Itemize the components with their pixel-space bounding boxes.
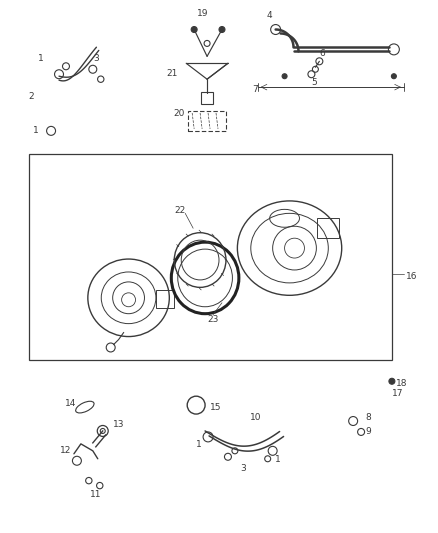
Bar bbox=[29, 154, 392, 360]
Circle shape bbox=[389, 378, 395, 384]
Text: 4: 4 bbox=[267, 11, 272, 20]
Text: 23: 23 bbox=[207, 315, 219, 324]
Text: 1: 1 bbox=[196, 440, 202, 449]
Bar bbox=[188, 111, 226, 131]
Text: 5: 5 bbox=[311, 78, 317, 87]
Text: 16: 16 bbox=[406, 272, 417, 281]
Text: 3: 3 bbox=[240, 464, 246, 473]
Circle shape bbox=[282, 74, 287, 79]
Circle shape bbox=[392, 74, 396, 79]
Text: 10: 10 bbox=[250, 413, 261, 422]
Text: 22: 22 bbox=[174, 206, 186, 215]
Text: 11: 11 bbox=[90, 490, 101, 499]
Bar bbox=[201, 92, 213, 104]
Text: 2: 2 bbox=[28, 92, 34, 101]
Text: 15: 15 bbox=[210, 402, 222, 411]
Text: 9: 9 bbox=[365, 427, 371, 437]
Text: 6: 6 bbox=[319, 49, 325, 58]
Text: 1: 1 bbox=[33, 126, 39, 135]
Text: 3: 3 bbox=[93, 54, 99, 63]
Bar bbox=[156, 290, 174, 308]
Text: 1: 1 bbox=[275, 455, 280, 464]
Text: 20: 20 bbox=[173, 109, 185, 118]
Bar bbox=[318, 219, 339, 238]
Text: 19: 19 bbox=[197, 9, 208, 18]
Text: 18: 18 bbox=[396, 379, 407, 387]
Text: 1: 1 bbox=[38, 54, 44, 63]
Text: 14: 14 bbox=[65, 399, 76, 408]
Text: 7: 7 bbox=[252, 85, 258, 94]
Circle shape bbox=[191, 27, 197, 33]
Text: 13: 13 bbox=[113, 421, 124, 430]
Text: 17: 17 bbox=[392, 389, 403, 398]
Text: 21: 21 bbox=[166, 69, 178, 78]
Circle shape bbox=[219, 27, 225, 33]
Text: 8: 8 bbox=[365, 413, 371, 422]
Text: 12: 12 bbox=[60, 446, 71, 455]
